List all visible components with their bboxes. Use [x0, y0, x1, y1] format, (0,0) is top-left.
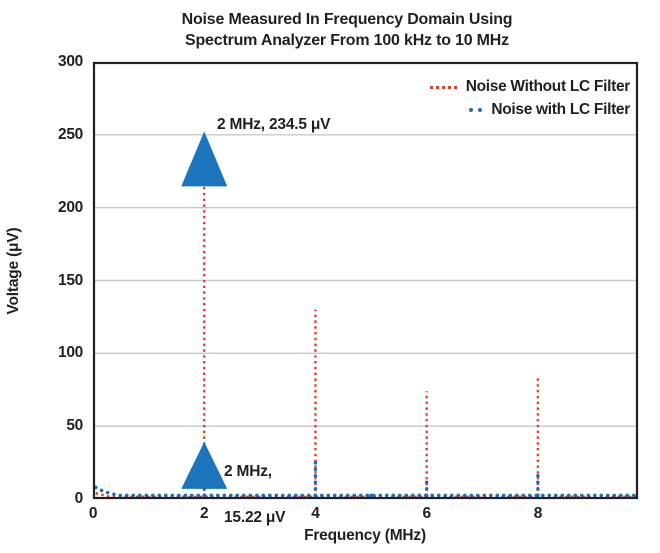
legend: Noise Without LC Filter Noise with LC Fi…	[429, 78, 631, 119]
y-tick-150: 150	[58, 271, 83, 289]
x-tick-2: 2	[200, 505, 209, 522]
legend-label-no-filter: Noise Without LC Filter	[465, 78, 631, 95]
x-axis-label: Frequency (MHz)	[304, 527, 426, 544]
plot-area: Noise Without LC Filter Noise with LC Fi…	[92, 61, 639, 526]
legend-sample-blue-dotted	[469, 108, 483, 112]
y-tick-0: 0	[74, 490, 84, 507]
x-tick-6: 6	[422, 505, 432, 522]
x-tick-4: 4	[311, 505, 320, 522]
legend-sample-red-dotted	[429, 85, 457, 89]
annotation-peak-with-filter-line2: 15.22 μV	[224, 509, 286, 526]
legend-item-with-filter: Noise with LC Filter	[469, 101, 630, 119]
y-axis-label: Voltage (μV)	[5, 227, 22, 315]
peak-marker-triangle-0	[181, 131, 228, 187]
chart-canvas	[92, 61, 639, 500]
x-tick-0: 0	[88, 505, 98, 522]
chart-title: Noise Measured In Frequency Domain Using…	[34, 9, 660, 51]
chart-title-line2: Spectrum Analyzer From 100 kHz to 10 MHz	[185, 32, 509, 49]
y-tick-250: 250	[58, 125, 83, 143]
x-tick-8: 8	[533, 505, 543, 522]
y-tick-200: 200	[58, 198, 83, 216]
annotation-peak-with-filter-line1: 2 MHz,	[224, 463, 272, 480]
annotation-peak-with-filter: 2 MHz, 15.22 μV	[224, 437, 286, 552]
annotation-peak-no-filter: 2 MHz, 234.5 μV	[217, 116, 331, 133]
chart-title-line1: Noise Measured In Frequency Domain Using	[181, 11, 513, 28]
legend-label-with-filter: Noise with LC Filter	[491, 101, 630, 118]
y-tick-50: 50	[66, 417, 83, 435]
peak-marker-triangle-1	[181, 441, 228, 489]
y-tick-100: 100	[58, 344, 83, 362]
legend-item-no-filter: Noise Without LC Filter	[429, 78, 631, 96]
series-baseline-1	[94, 485, 639, 498]
plot-border	[92, 61, 639, 500]
y-tick-300: 300	[58, 53, 83, 70]
series-baseline-0	[95, 492, 637, 499]
